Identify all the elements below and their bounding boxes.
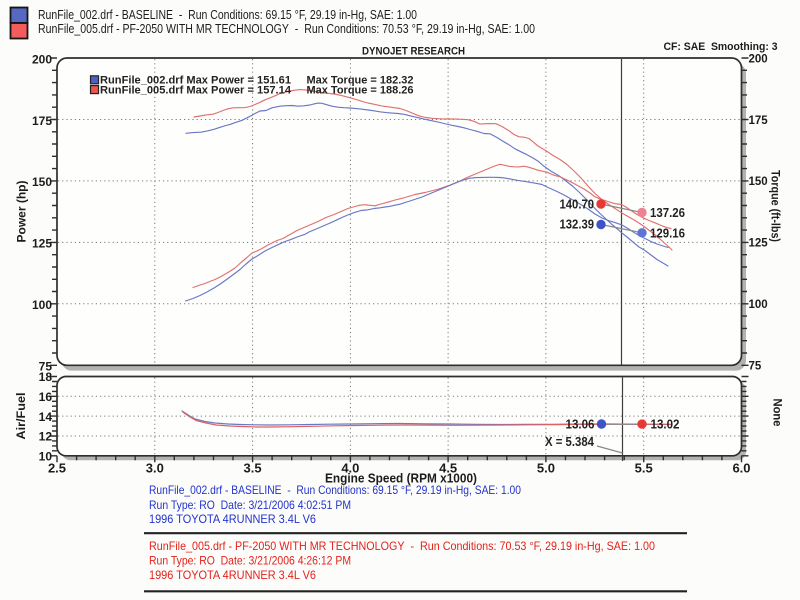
svg-text:125: 125 <box>32 237 52 251</box>
svg-text:75: 75 <box>39 360 53 374</box>
svg-text:Engine Speed (RPM x1000): Engine Speed (RPM x1000) <box>325 471 477 486</box>
svg-text:132.39: 132.39 <box>560 218 595 232</box>
svg-text:140.70: 140.70 <box>560 198 595 212</box>
svg-text:5.0: 5.0 <box>537 460 555 475</box>
svg-text:Air/Fuel: Air/Fuel <box>14 393 28 440</box>
svg-text:18: 18 <box>39 370 53 384</box>
svg-text:RunFile_002.drf - BASELINE -: RunFile_002.drf - BASELINE - Run Conditi… <box>149 483 521 497</box>
svg-text:3.5: 3.5 <box>244 460 262 475</box>
svg-text:175: 175 <box>749 115 769 127</box>
svg-text:13.02: 13.02 <box>651 417 680 431</box>
svg-text:Run Type: RO Date: 3/21/2006: Run Type: RO Date: 3/21/2006 4:02:51 PM <box>149 498 351 512</box>
svg-text:RunFile_005.drf - PF-2050 WITH: RunFile_005.drf - PF-2050 WITH MR TECHNO… <box>38 21 535 36</box>
svg-text:150: 150 <box>749 176 768 188</box>
svg-text:175: 175 <box>32 114 52 128</box>
svg-text:RunFile_005.drf Max Power = 15: RunFile_005.drf Max Power = 157.14 <box>100 84 292 96</box>
svg-text:129.16: 129.16 <box>650 226 685 240</box>
svg-text:200: 200 <box>749 53 768 65</box>
svg-text:16: 16 <box>39 390 53 404</box>
svg-text:10: 10 <box>39 449 53 463</box>
svg-text:125: 125 <box>749 238 769 250</box>
svg-text:100: 100 <box>32 298 52 312</box>
svg-text:DYNOJET RESEARCH: DYNOJET RESEARCH <box>362 45 465 57</box>
svg-text:Power (hp): Power (hp) <box>15 180 29 242</box>
svg-text:13.06: 13.06 <box>566 417 595 431</box>
svg-text:3.0: 3.0 <box>146 460 164 475</box>
svg-text:14: 14 <box>39 410 53 424</box>
svg-text:100: 100 <box>749 299 768 311</box>
svg-text:Run Type: RO Date: 3/21/2006: Run Type: RO Date: 3/21/2006 4:26:12 PM <box>149 553 351 567</box>
svg-text:None: None <box>771 399 785 427</box>
svg-text:75: 75 <box>749 361 762 373</box>
svg-text:Torque (ft-lbs): Torque (ft-lbs) <box>769 170 783 242</box>
svg-text:4.0: 4.0 <box>341 460 359 475</box>
svg-text:137.26: 137.26 <box>650 206 685 220</box>
svg-text:12: 12 <box>39 430 53 444</box>
svg-text:Max Torque = 188.26: Max Torque = 188.26 <box>307 84 414 96</box>
svg-text:2.5: 2.5 <box>48 460 66 475</box>
svg-text:4.5: 4.5 <box>439 460 457 475</box>
svg-text:Max Torque = 182.32: Max Torque = 182.32 <box>307 75 414 87</box>
svg-text:RunFile_002.drf - BASELINE -: RunFile_002.drf - BASELINE - Run Conditi… <box>38 7 417 22</box>
svg-text:RunFile_005.drf - PF-2050 WITH: RunFile_005.drf - PF-2050 WITH MR TECHNO… <box>149 539 655 553</box>
svg-text:CF: SAE Smoothing: 3: CF: SAE Smoothing: 3 <box>664 41 778 53</box>
svg-text:150: 150 <box>32 175 52 189</box>
svg-text:5.5: 5.5 <box>635 460 653 475</box>
svg-text:200: 200 <box>32 52 52 66</box>
svg-text:RunFile_002.drf Max Power = 15: RunFile_002.drf Max Power = 151.61 <box>100 75 291 87</box>
svg-text:1996 TOYOTA 4RUNNER 3.4L V6: 1996 TOYOTA 4RUNNER 3.4L V6 <box>149 512 316 526</box>
svg-text:X = 5.384: X = 5.384 <box>545 435 594 449</box>
svg-text:6.0: 6.0 <box>732 460 750 475</box>
svg-text:1996 TOYOTA 4RUNNER 3.4L V6: 1996 TOYOTA 4RUNNER 3.4L V6 <box>149 568 316 582</box>
